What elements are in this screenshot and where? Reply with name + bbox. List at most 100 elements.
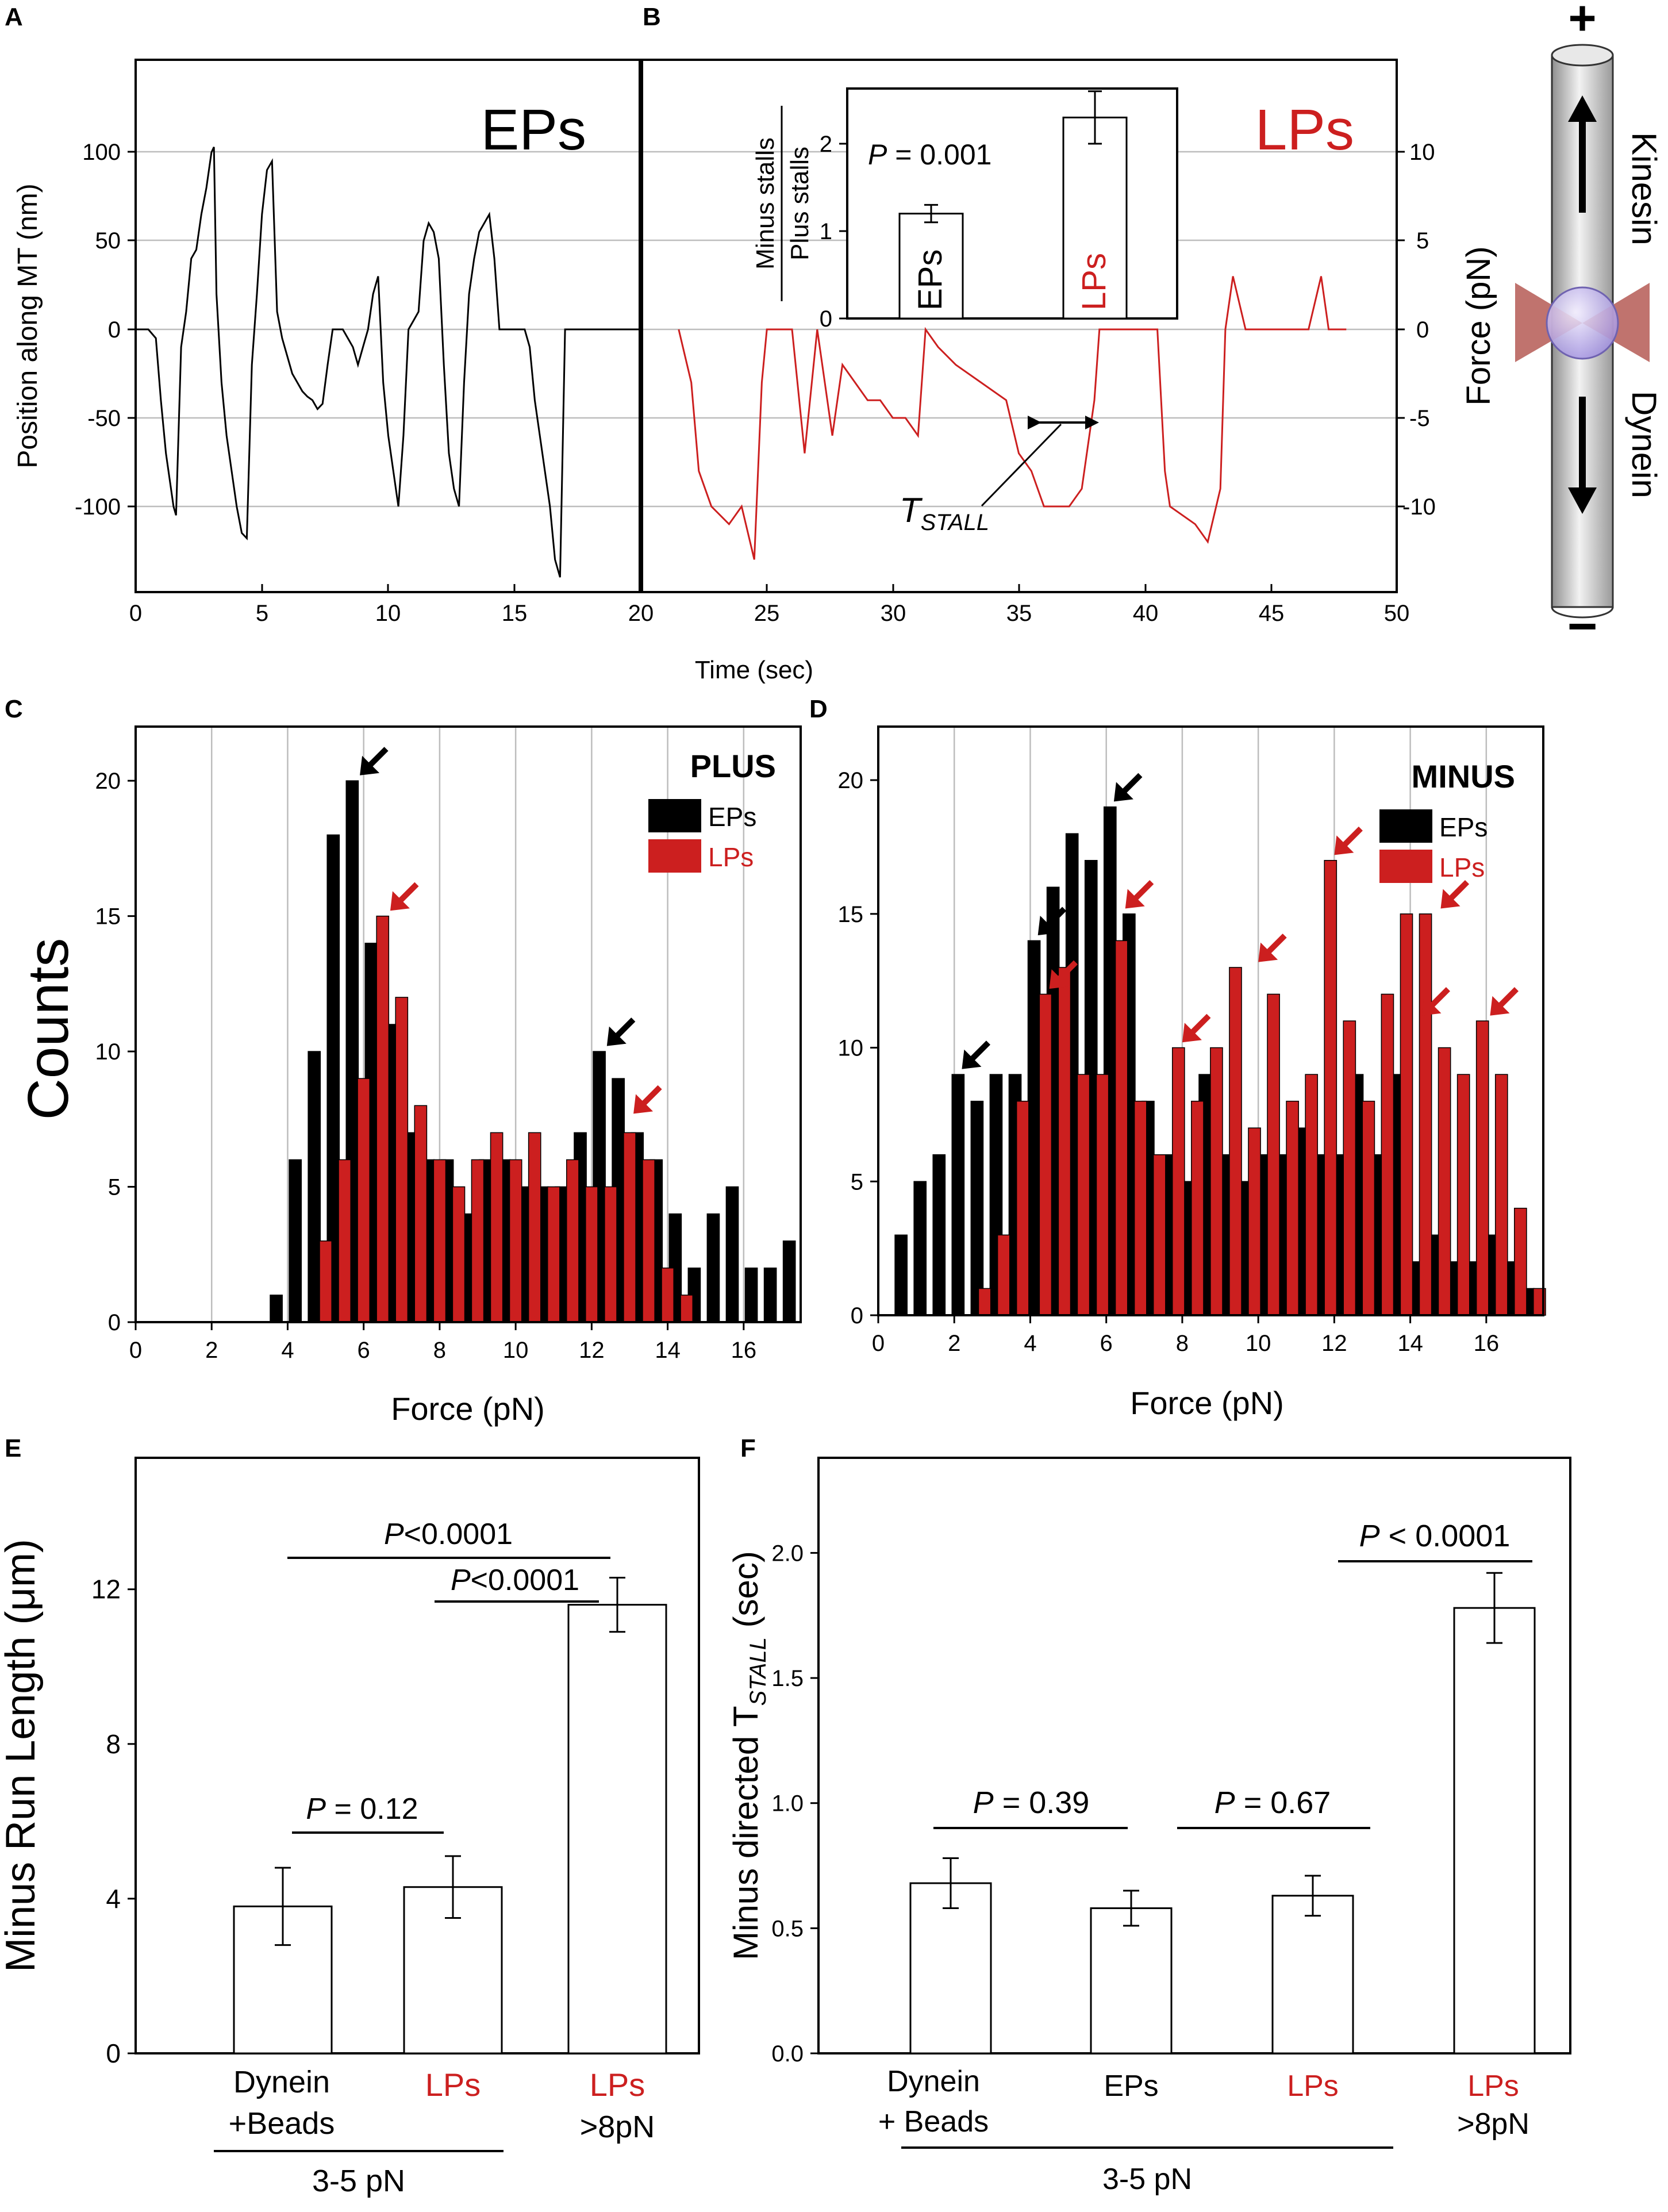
x-tick-label: 4	[1024, 1331, 1036, 1356]
histogram-bar	[1039, 993, 1052, 1316]
inset-bar-label: EPs	[912, 249, 949, 310]
histogram-bar	[566, 1159, 579, 1323]
plus-end-label: +	[1568, 0, 1596, 45]
category-label: >8pN	[1457, 2107, 1529, 2141]
inset-bar-label: LPs	[1075, 253, 1113, 310]
histogram-bar	[951, 1074, 965, 1316]
x-tick-label: 16	[731, 1338, 757, 1363]
histogram-bar	[547, 1186, 560, 1323]
histogram-bar	[970, 1100, 984, 1316]
histogram-bar	[1456, 1074, 1470, 1316]
legend-swatch-lps-c	[648, 839, 701, 873]
inset-p-value: P = 0.001	[868, 139, 991, 171]
x-tick-label: 10	[1246, 1331, 1271, 1356]
y-tick-label: 0	[851, 1303, 863, 1328]
legend-swatch-lps-d	[1379, 850, 1432, 883]
x-tick-label: 5	[256, 601, 268, 626]
y-axis-label-b: Force (pN)	[1460, 246, 1497, 405]
y-tick-label: 15	[95, 904, 121, 930]
histogram-bar	[1267, 993, 1280, 1316]
y-tick-label: -10	[1402, 494, 1436, 520]
x-tick-label: 0	[872, 1331, 885, 1356]
histogram-bar	[725, 1186, 739, 1323]
ticks-d: 0 2 4 6 8 10 12 14 16 20 15 10 5 0	[838, 768, 1500, 1356]
tstall-pointer-line	[981, 423, 1062, 507]
histogram-bar	[1210, 1047, 1223, 1316]
x-tick-label: 15	[502, 601, 528, 626]
dynein-label: Dynein	[1625, 391, 1663, 498]
category-label: + Beads	[878, 2105, 989, 2138]
peak-arrow-head	[360, 755, 380, 775]
histogram-bar	[1286, 1100, 1299, 1316]
legend-label-lps-c: LPs	[708, 842, 754, 872]
y-tick-label: 10	[1409, 140, 1435, 165]
trapped-bead	[1546, 286, 1619, 360]
bar	[909, 1882, 992, 2054]
category-label: LPs	[590, 2067, 645, 2103]
histogram-bar	[661, 1268, 674, 1323]
x-tick-label: 45	[1259, 601, 1285, 626]
bar	[1271, 1895, 1354, 2054]
peak-arrows-c	[360, 747, 662, 1114]
x-axis-label-ab: Time (sec)	[695, 656, 813, 684]
histogram-bar	[642, 1159, 655, 1323]
category-label: LPs	[425, 2067, 481, 2103]
histogram-bar	[1362, 1100, 1375, 1316]
histogram-bar	[1381, 993, 1394, 1316]
peak-arrow-head	[1421, 996, 1442, 1016]
histogram-bar	[1438, 1047, 1451, 1316]
histogram-bar	[528, 1132, 541, 1323]
histogram-bar	[289, 1159, 302, 1323]
legend-label-lps-d: LPs	[1439, 852, 1485, 882]
x-tick-label: 2	[948, 1331, 960, 1356]
histogram-bar	[1096, 1074, 1109, 1316]
lps-label: LPs	[1255, 98, 1354, 162]
category-label: EPs	[1104, 2069, 1158, 2103]
histogram-bar	[338, 1159, 351, 1323]
histogram-bar	[414, 1105, 428, 1323]
category-label: Dynein	[233, 2065, 330, 2099]
time-trace-panels: 100 50 0 -50 -100 Position along MT (nm)…	[13, 0, 1663, 684]
ticks-e: 12 8 4 0	[91, 1574, 136, 2068]
histogram-bar	[319, 1240, 332, 1323]
p-value-label: P<0.0001	[384, 1518, 513, 1551]
p-value-label: P < 0.0001	[1359, 1519, 1511, 1553]
y-tick-label: 0	[108, 1310, 121, 1335]
histogram-bar	[1077, 1074, 1090, 1316]
peak-arrow-head	[1490, 996, 1510, 1016]
y-tick-label: 0.0	[771, 2041, 804, 2067]
peak-arrow-head	[1125, 889, 1145, 909]
ticks-f: 2.0 1.5 1.0 0.5 0.0	[771, 1541, 818, 2067]
peak-arrow-head	[606, 1026, 627, 1046]
y-tick-label: 10	[95, 1039, 121, 1065]
x-tick-label: 2	[205, 1338, 218, 1363]
inset-y-tick: 2	[820, 132, 832, 157]
y-tick-label: 1.5	[771, 1666, 804, 1691]
panel-letter-f: F	[740, 1434, 756, 1462]
y-tick-label: 1.0	[771, 1791, 804, 1817]
histogram-bar	[1400, 913, 1413, 1316]
inset-bar	[1062, 116, 1128, 320]
peak-arrow-head	[1182, 1023, 1202, 1043]
category-label: >8pN	[580, 2110, 655, 2144]
inset-bar	[898, 213, 964, 320]
y-tick-label: 8	[106, 1729, 121, 1759]
histogram-bar	[471, 1159, 485, 1323]
peak-arrow-head	[390, 891, 410, 911]
histogram-bar	[1058, 967, 1071, 1316]
peak-arrow-head	[1037, 916, 1058, 936]
minus-end-label: −	[1567, 598, 1598, 655]
histogram-bar	[357, 1078, 371, 1323]
y-tick-label: 5	[108, 1175, 121, 1200]
y-tick-label: 0	[106, 2038, 121, 2068]
p-value-label: P<0.0001	[451, 1564, 579, 1597]
histogram-bar	[1343, 1020, 1356, 1316]
histogram-bar	[1191, 1100, 1204, 1316]
x-tick-label: 20	[628, 601, 654, 626]
inset-ylabel-bottom: Plus stalls	[786, 147, 814, 260]
x-tick-label: 16	[1474, 1331, 1500, 1356]
histogram-bar	[1133, 1100, 1147, 1316]
legend-title-c: PLUS	[690, 748, 776, 784]
run-length-panel: 12 8 4 0 Minus Run Length (μm) Dynein +Bead…	[0, 1457, 700, 2198]
